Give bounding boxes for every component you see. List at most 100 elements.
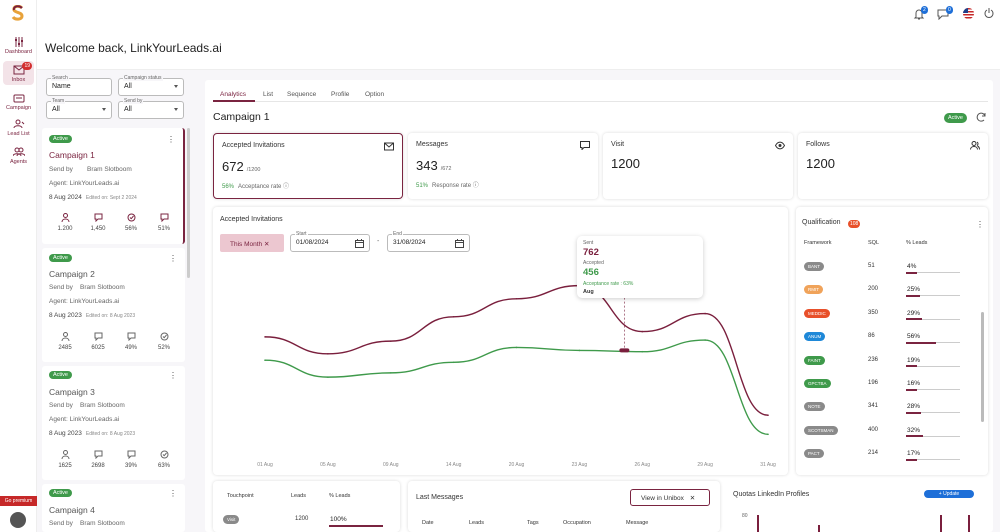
tab-analytics[interactable]: Analytics [220, 91, 247, 98]
kpi-title: Visit [611, 141, 625, 148]
tooltip-accepted-value: 456 [583, 267, 599, 278]
view-in-unibox-button[interactable]: View in Unibox ✕ [630, 489, 710, 506]
chevron-down-icon [174, 108, 178, 111]
framework-chip: MEDDIC [804, 308, 830, 318]
send-by-label: Send by [49, 166, 73, 173]
framework-sql: 341 [868, 403, 879, 410]
quota-bar [757, 515, 759, 532]
kpi-messages[interactable]: Messages 343/672 51% Response rate ⓘ [408, 133, 598, 199]
tab-sequence[interactable]: Sequence [287, 91, 317, 98]
send-by-value: Bram Slotboom [87, 166, 132, 173]
send-by-value: All [124, 106, 132, 113]
status-badge: Active [49, 489, 72, 497]
kpi-accepted-invitations[interactable]: Accepted Invitations 672/1200 56% Accepta… [213, 133, 403, 199]
quota-bar [818, 525, 820, 532]
start-value: 01/08/2024 [296, 239, 329, 246]
check-circle-icon [160, 450, 168, 459]
sidebar-item-lead-list[interactable]: Lead List [0, 119, 37, 137]
tooltip-date: Aug [583, 289, 594, 295]
period-filter-chip[interactable]: This Month ✕ [220, 234, 284, 252]
qualification-panel: Qualification 108 ⋮ Framework SQL % Lead… [796, 207, 988, 475]
framework-chip: GPCTBA [804, 379, 831, 388]
start-label: Start [295, 231, 308, 237]
team-label: Team [51, 98, 66, 104]
sidebar-item-agents[interactable]: Agents [0, 147, 37, 165]
touchpoint-panel: Touchpoint Leads % Leads Visit 1200 100% [213, 481, 400, 532]
framework-bar [906, 388, 960, 391]
kpi-title: Follows [806, 141, 830, 148]
qualification-scrollbar[interactable] [981, 312, 984, 422]
search-input[interactable]: Search Name [46, 75, 112, 96]
column-header: Framework [804, 240, 832, 246]
team-select[interactable]: Team All [46, 98, 112, 119]
framework-sql: 236 [868, 356, 879, 363]
sidebar-item-dashboard[interactable]: Dashboard [0, 37, 37, 55]
sidebar: Dashboard 19 Inbox Campaign Lead List Ag… [0, 0, 37, 532]
calendar-icon[interactable] [455, 239, 464, 248]
campaign-status-select[interactable]: Campaign status All [118, 75, 184, 96]
chevron-down-icon [174, 85, 178, 88]
refresh-icon[interactable] [976, 112, 987, 123]
campaign-list-scrollbar[interactable] [187, 128, 190, 278]
message-badge: 0 [946, 6, 953, 14]
framework-chip: SCOTSMAN [804, 425, 838, 435]
quota-bar [968, 515, 970, 532]
active-tab-underline [213, 100, 255, 102]
user-icon [61, 450, 69, 459]
update-button[interactable]: + Update [924, 490, 974, 498]
close-icon[interactable]: ✕ [263, 241, 270, 248]
framework-bar [906, 458, 960, 461]
chevron-down-icon [102, 108, 106, 111]
campaign-card[interactable]: Active ⋮ Campaign 4 Send by Bram Slotboo… [42, 484, 185, 532]
kpi-visit[interactable]: Visit 1200 [603, 133, 793, 199]
reply-icon [160, 213, 168, 222]
us-flag-icon[interactable] [963, 8, 974, 19]
qualification-row: MEDDIC 350 29% [796, 304, 966, 327]
agent-line: Agent: LinkYourLeads.ai [49, 416, 120, 423]
agent-line: Agent: LinkYourLeads.ai [49, 180, 120, 187]
start-date-input[interactable]: Start 01/08/2024 [290, 231, 370, 252]
campaign-card[interactable]: Active ⋮ Campaign 1 Send by Bram Slotboo… [42, 128, 185, 244]
tab-option[interactable]: Option [365, 91, 385, 98]
more-menu-icon[interactable]: ⋮ [169, 489, 177, 498]
period-label: This Month [230, 241, 263, 248]
chart-tooltip: Sent 762 Accepted 456 Acceptance rate : … [577, 236, 703, 298]
sidebar-item-campaign[interactable]: Campaign [0, 93, 37, 111]
calendar-icon[interactable] [355, 239, 364, 248]
more-menu-icon[interactable]: ⋮ [169, 371, 177, 380]
qualification-row: ANUM 86 56% [796, 327, 966, 350]
stat-messages: 2698 [83, 450, 113, 469]
framework-pct: 28% [907, 403, 921, 411]
chat-icon [127, 450, 135, 459]
kpi-title: Accepted Invitations [222, 142, 285, 149]
last-messages-panel: Last Messages View in Unibox ✕ Date Lead… [408, 481, 720, 532]
avatar[interactable] [10, 512, 26, 528]
framework-bar [906, 271, 960, 274]
more-menu-icon[interactable]: ⋮ [169, 254, 177, 263]
framework-pct: 29% [907, 309, 921, 317]
data-point-sent [515, 297, 518, 300]
go-premium-button[interactable]: Go premium [0, 496, 37, 506]
more-menu-icon[interactable]: ⋮ [976, 220, 984, 229]
data-point-accepted [327, 376, 329, 378]
x-tick-label: 09 Aug [383, 462, 399, 468]
framework-chip: ANUM [804, 332, 826, 342]
stat-accept: 56% [116, 213, 146, 232]
stat-accept: 39% [116, 450, 146, 469]
power-icon[interactable] [983, 7, 995, 19]
end-label: End [392, 231, 403, 237]
sidebar-item-inbox[interactable]: 19 Inbox [3, 61, 34, 85]
campaign-card[interactable]: Active ⋮ Campaign 2 Send by Bram Slotboo… [42, 248, 185, 362]
data-point-sent [452, 315, 455, 318]
more-menu-icon[interactable]: ⋮ [167, 135, 175, 144]
date-range-separator: - [377, 238, 380, 245]
campaign-card[interactable]: Active ⋮ Campaign 3 Send by Bram Slotboo… [42, 366, 185, 480]
data-point-accepted [767, 433, 769, 436]
kpi-follows[interactable]: Follows 1200 [798, 133, 988, 199]
tab-profile[interactable]: Profile [331, 91, 350, 98]
bell-icon[interactable] [913, 8, 925, 20]
tab-list[interactable]: List [263, 91, 274, 98]
data-point-sent [389, 340, 392, 342]
end-date-input[interactable]: End 31/08/2024 [387, 231, 470, 252]
send-by-select[interactable]: Send by All [118, 98, 184, 119]
